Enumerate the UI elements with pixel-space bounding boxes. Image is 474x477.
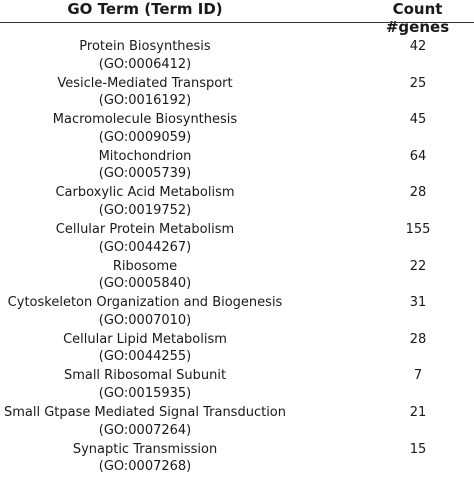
table-row: Macromolecule Biosynthesis (GO:0009059) … [0,111,474,148]
table-row: Small Ribosomal Subunit (GO:0015935) 7 [0,367,474,404]
go-term-cell: Cytoskeleton Organization and Biogenesis… [0,294,290,329]
table-row: Ribosome (GO:0005840) 22 [0,258,474,295]
table-row: Carboxylic Acid Metabolism (GO:0019752) … [0,184,474,221]
go-term-name: Cellular Protein Metabolism [55,221,235,237]
gene-count: 64 [409,148,427,164]
go-term-cell: Small Gtpase Mediated Signal Transductio… [0,404,290,439]
go-term-id: (GO:0044255) [98,349,192,365]
go-term-id: (GO:0009059) [98,129,192,145]
go-term-cell: Ribosome (GO:0005840) [0,258,290,293]
go-term-id: (GO:0005739) [98,166,192,182]
gene-count: 25 [409,75,427,91]
go-term-cell: Synaptic Transmission (GO:0007268) [0,441,290,476]
go-term-name: Vesicle-Mediated Transport [57,75,233,91]
go-term-cell: Cellular Protein Metabolism (GO:0044267) [0,221,290,256]
go-term-cell: Small Ribosomal Subunit (GO:0015935) [0,367,290,402]
go-term-id: (GO:0015935) [98,385,192,401]
go-term-cell: Protein Biosynthesis (GO:0006412) [0,38,290,73]
go-term-id: (GO:0016192) [98,93,192,109]
go-term-name: Small Ribosomal Subunit [63,368,227,384]
gene-count: 15 [409,441,427,457]
gene-count: 155 [405,221,431,237]
go-term-name: Cellular Lipid Metabolism [63,331,227,347]
table-row: Synaptic Transmission (GO:0007268) 15 [0,441,474,477]
go-term-cell: Vesicle-Mediated Transport (GO:0016192) [0,75,290,110]
table-row: Small Gtpase Mediated Signal Transductio… [0,404,474,441]
gene-count: 42 [409,39,427,54]
go-term-name: Protein Biosynthesis [79,39,211,54]
go-term-name: Small Gtpase Mediated Signal Transductio… [3,404,286,420]
table-row: Protein Biosynthesis (GO:0006412) 42 [0,38,474,75]
table-body: Protein Biosynthesis (GO:0006412) 42 Ves… [0,38,474,477]
header-count-genes: Count #genes [385,0,450,36]
go-term-name: Cytoskeleton Organization and Biogenesis [7,295,283,311]
gene-count: 45 [409,112,427,128]
table-header-row: GO Term (Term ID) Count #genes [0,0,474,36]
header-rule [0,22,474,23]
go-term-id: (GO:0007010) [98,312,192,328]
gene-count: 22 [409,258,427,274]
gene-count: 28 [409,185,427,201]
go-term-id: (GO:0019752) [98,202,192,218]
table-row: Vesicle-Mediated Transport (GO:0016192) … [0,75,474,112]
go-term-cell: Macromolecule Biosynthesis (GO:0009059) [0,111,290,146]
gene-count: 31 [409,295,427,311]
go-term-cell: Cellular Lipid Metabolism (GO:0044255) [0,331,290,366]
go-term-cell: Carboxylic Acid Metabolism (GO:0019752) [0,184,290,219]
go-term-id: (GO:0006412) [98,56,192,72]
go-term-id: (GO:0005840) [98,276,192,292]
gene-count: 7 [413,368,423,384]
table-row: Cytoskeleton Organization and Biogenesis… [0,294,474,331]
table-row: Mitochondrion (GO:0005739) 64 [0,148,474,185]
gene-count: 21 [409,404,427,420]
go-term-name: Macromolecule Biosynthesis [52,112,238,128]
go-term-cell: Mitochondrion (GO:0005739) [0,148,290,183]
table-row: Cellular Protein Metabolism (GO:0044267)… [0,221,474,258]
go-term-name: Ribosome [112,258,178,274]
go-term-id: (GO:0044267) [98,239,192,255]
go-term-name: Mitochondrion [98,148,192,164]
go-term-name: Synaptic Transmission [72,441,218,457]
go-term-id: (GO:0007268) [98,459,192,475]
go-term-name: Carboxylic Acid Metabolism [55,185,235,201]
go-term-id: (GO:0007264) [98,422,192,438]
gene-count: 28 [409,331,427,347]
header-go-term: GO Term (Term ID) [67,0,223,18]
table-row: Cellular Lipid Metabolism (GO:0044255) 2… [0,331,474,368]
